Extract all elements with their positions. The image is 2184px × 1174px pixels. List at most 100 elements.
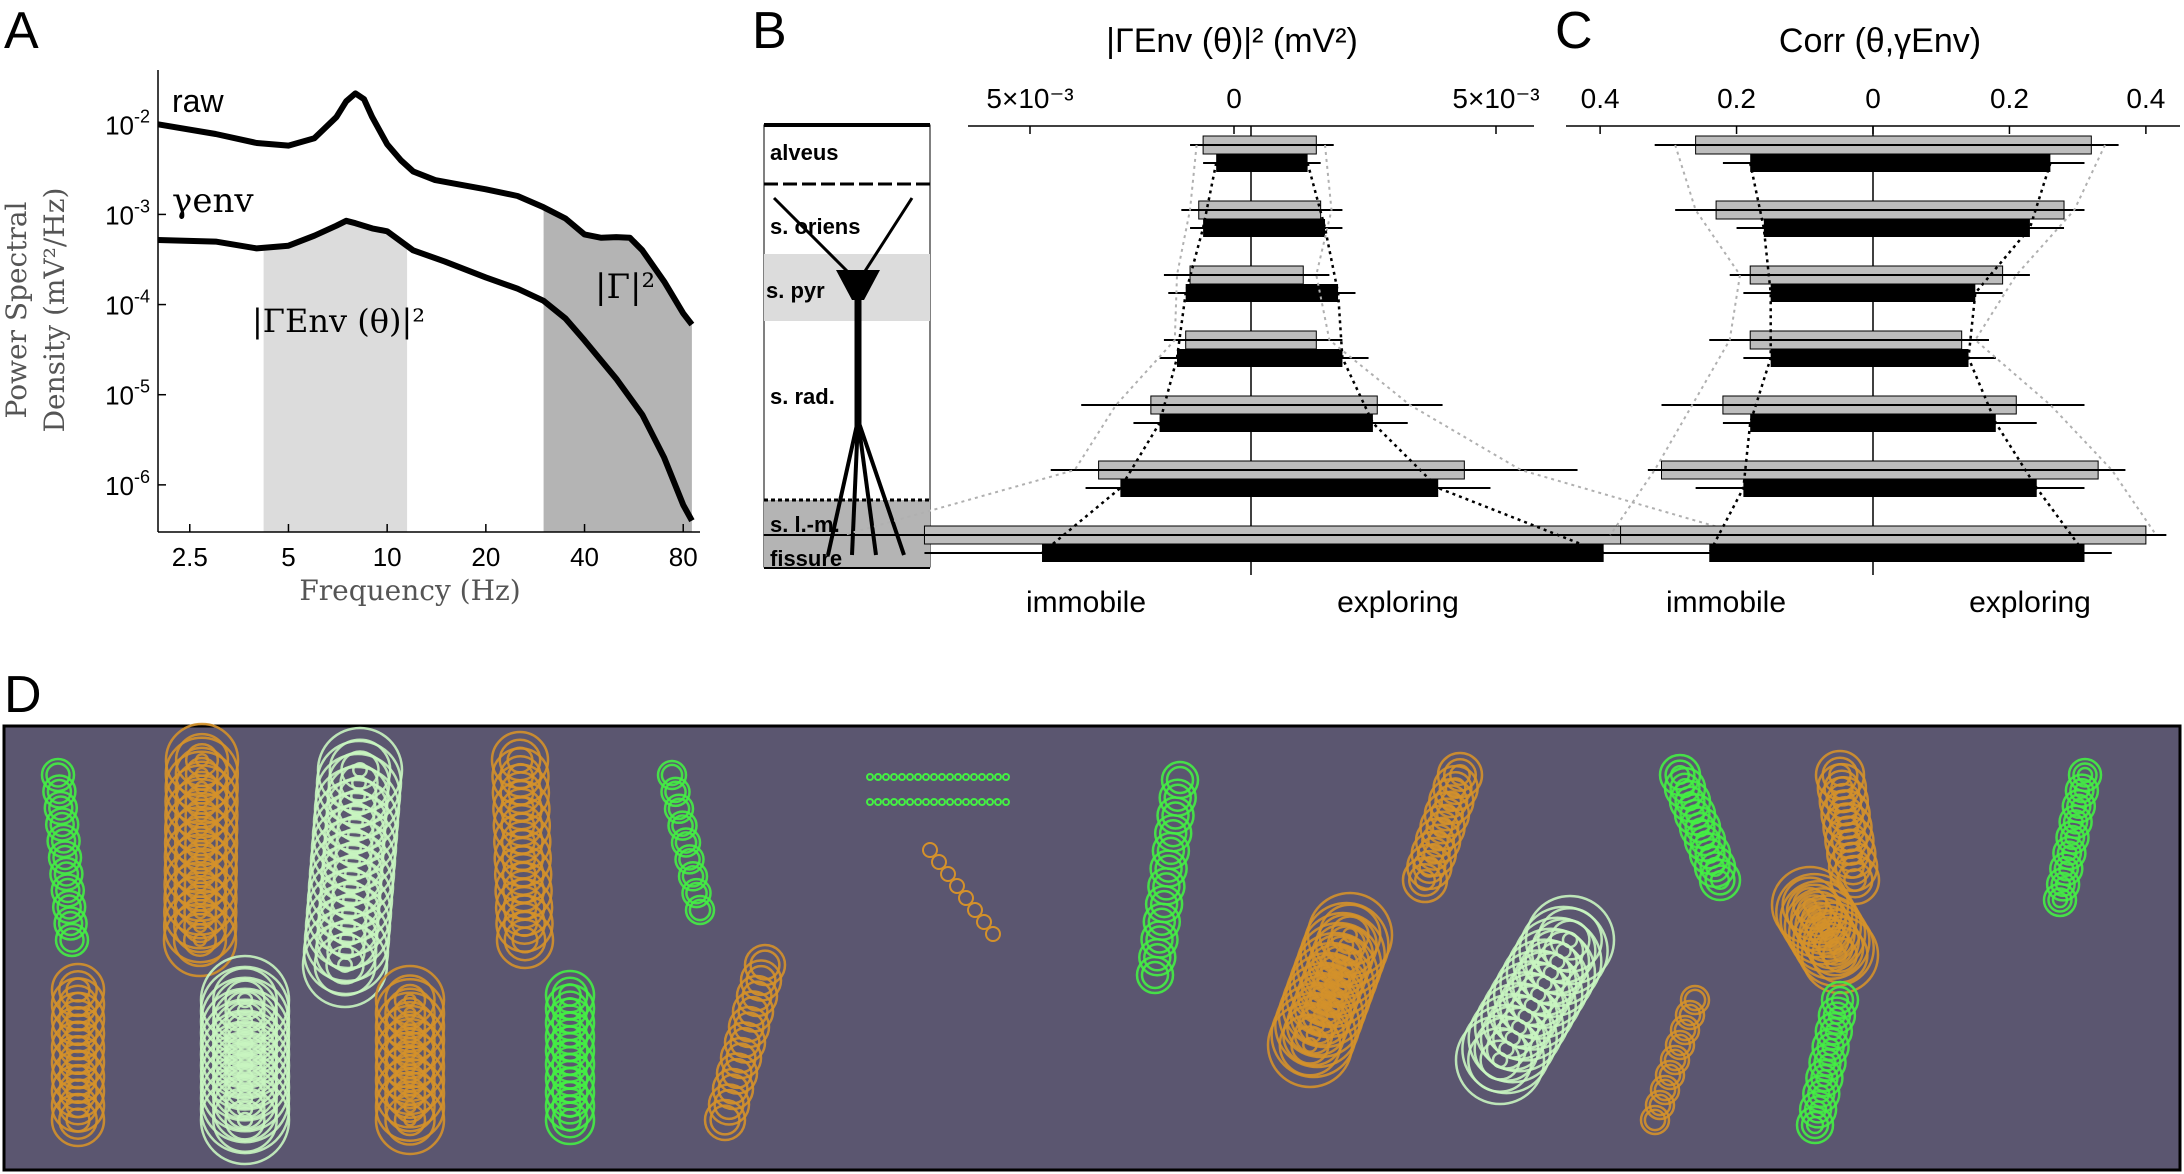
ring-green bbox=[2050, 871, 2076, 898]
ring-green bbox=[54, 922, 90, 958]
ring-orange bbox=[1305, 1027, 1322, 1043]
ring-green bbox=[544, 1094, 596, 1146]
ring-orange bbox=[182, 922, 218, 958]
ring-light_green bbox=[236, 1089, 254, 1107]
dot-green bbox=[906, 798, 914, 806]
ring-light_green bbox=[212, 1043, 278, 1110]
ring-light_green bbox=[1479, 1039, 1521, 1081]
ring-orange bbox=[733, 1011, 765, 1043]
ring-green bbox=[45, 762, 71, 788]
ring-orange bbox=[729, 1026, 761, 1059]
spectrum-line-0 bbox=[157, 90, 695, 327]
dot-orange bbox=[958, 890, 974, 906]
dot-green bbox=[970, 773, 978, 781]
ring-orange bbox=[745, 964, 777, 997]
dot-green bbox=[882, 773, 890, 781]
ring-green bbox=[1156, 836, 1186, 866]
ring-light_green bbox=[199, 1063, 291, 1155]
ring-green bbox=[1152, 872, 1181, 901]
ring-light_green bbox=[212, 1087, 278, 1153]
ring-orange bbox=[403, 1113, 417, 1127]
b-top-title: |ΓEnv (θ)|² (mV²) bbox=[1106, 22, 1358, 60]
ring-orange bbox=[1309, 1017, 1326, 1033]
panel-d-rings bbox=[2, 722, 2182, 1172]
ring-light_green bbox=[236, 1079, 254, 1096]
ring-orange bbox=[1648, 1093, 1672, 1117]
ring-green bbox=[558, 1108, 582, 1132]
ring-orange bbox=[713, 1088, 745, 1121]
ring-green bbox=[1805, 1058, 1844, 1098]
a-xtick-label: 2.5 bbox=[172, 542, 208, 572]
ring-orange bbox=[384, 1094, 436, 1146]
dot-green bbox=[962, 798, 970, 806]
b-tick-right: 5×10⁻³ bbox=[1452, 83, 1539, 114]
ring-orange bbox=[1807, 919, 1865, 977]
dot-green bbox=[978, 773, 986, 781]
ring-orange bbox=[374, 1071, 446, 1142]
a-ytick-label: 10-3 bbox=[105, 196, 150, 230]
ring-orange bbox=[384, 1067, 436, 1120]
ring-orange bbox=[1658, 1063, 1682, 1087]
ring-orange bbox=[1412, 849, 1447, 884]
dot-green bbox=[938, 798, 946, 806]
a-ytick-label: 10-6 bbox=[105, 467, 150, 501]
ring-light_green bbox=[224, 1033, 266, 1076]
dot-green bbox=[922, 798, 930, 806]
ring-orange bbox=[1416, 836, 1451, 871]
panel-c-correlation: 0.4 0.2 0 0.2 0.4 Corr (θ,γEnv) immobile exp… bbox=[1566, 22, 2180, 619]
ring-light_green bbox=[1486, 960, 1578, 1051]
ring-green bbox=[674, 844, 705, 875]
trend-curve bbox=[1306, 162, 1605, 555]
gamma-band-label: |Γ|² bbox=[595, 267, 655, 307]
ring-green bbox=[660, 776, 691, 808]
ring-green bbox=[53, 906, 88, 941]
ring-orange bbox=[741, 980, 773, 1012]
a-ytick-label: 10-4 bbox=[105, 287, 150, 321]
ring-green bbox=[57, 910, 84, 937]
frequency-band-0 bbox=[263, 221, 408, 532]
ring-light_green bbox=[224, 1099, 266, 1141]
ring-light_green bbox=[337, 957, 353, 973]
ring-green bbox=[1698, 858, 1742, 902]
ring-green bbox=[1145, 925, 1174, 954]
ring-green bbox=[2072, 762, 2098, 788]
ring-green bbox=[684, 894, 716, 926]
ring-green bbox=[1161, 801, 1190, 830]
ring-orange bbox=[717, 1073, 749, 1105]
ring-orange bbox=[1817, 929, 1854, 966]
ring-orange bbox=[393, 1077, 427, 1110]
ring-light_green bbox=[212, 1021, 278, 1088]
ring-light_green bbox=[224, 990, 266, 1032]
ring-green bbox=[2045, 867, 2081, 902]
trend-curve bbox=[1315, 144, 1746, 536]
ring-orange bbox=[183, 895, 218, 930]
raw-series-label: raw bbox=[172, 83, 224, 119]
ring-green bbox=[660, 763, 684, 787]
layer-fissure: fissure bbox=[770, 546, 842, 571]
ring-green bbox=[678, 848, 701, 871]
ring-orange bbox=[1792, 901, 1871, 980]
ring-light_green bbox=[1454, 1014, 1546, 1106]
ring-green bbox=[55, 877, 81, 904]
ring-light_green bbox=[212, 1054, 278, 1121]
ring-orange bbox=[173, 899, 228, 954]
ring-orange bbox=[1674, 999, 1706, 1031]
ring-orange bbox=[1270, 991, 1357, 1079]
panel-label-b: B bbox=[752, 2, 787, 60]
ring-orange bbox=[749, 949, 781, 981]
c-immobile-label: immobile bbox=[1666, 586, 1786, 619]
a-xtick-label: 20 bbox=[471, 542, 500, 572]
ring-green bbox=[56, 894, 82, 920]
ring-orange bbox=[1678, 1003, 1702, 1027]
ring-green bbox=[2066, 793, 2092, 820]
ring-light_green bbox=[199, 1020, 291, 1111]
ring-orange bbox=[503, 902, 546, 946]
ring-light_green bbox=[224, 1088, 266, 1130]
ring-light_green bbox=[199, 1009, 291, 1100]
dot-green bbox=[914, 798, 922, 806]
ring-orange bbox=[393, 1103, 427, 1137]
top-tick-label: 0.2 bbox=[1717, 83, 1756, 114]
ring-green bbox=[46, 778, 73, 805]
ring-orange bbox=[393, 1090, 427, 1123]
